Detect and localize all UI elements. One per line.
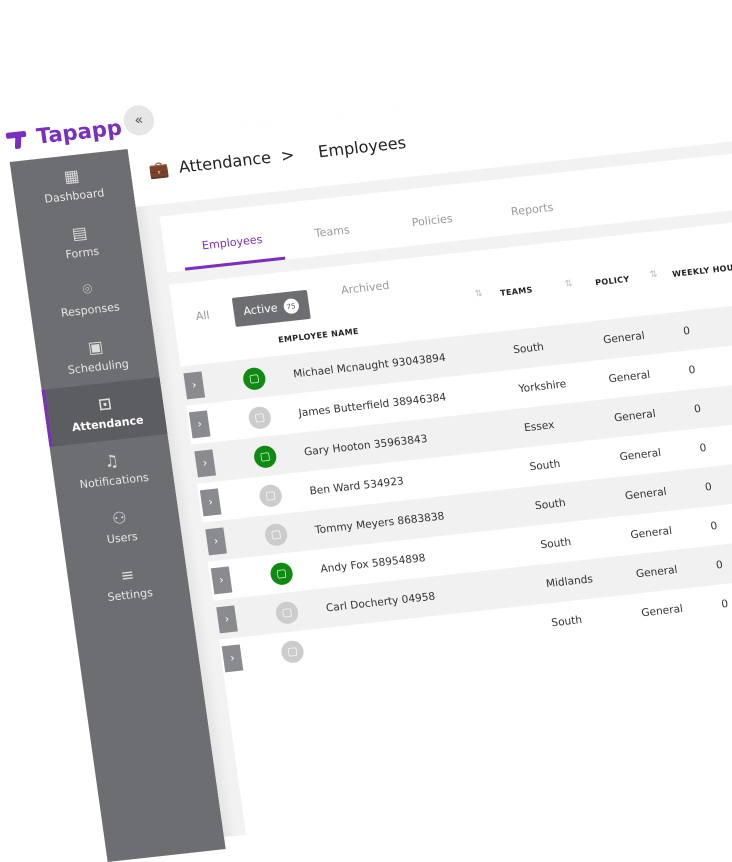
employee-name[interactable]: Andy Fox 58954898 <box>319 551 427 575</box>
sidebar-item-label: Notifications <box>78 470 150 491</box>
users-icon: ⚇ <box>110 507 128 528</box>
id-badge-icon: ▢ <box>268 561 295 586</box>
filter-active-label: Active <box>242 301 279 318</box>
briefcase-clock-icon: ⊡ <box>96 393 113 414</box>
employee-team: South <box>512 340 545 356</box>
tab-teams[interactable]: Teams <box>313 223 351 241</box>
expand-row-button[interactable]: › <box>199 487 222 516</box>
filter-all[interactable]: All <box>194 308 211 324</box>
location-pin-icon: ⌾ <box>81 278 94 300</box>
id-badge-icon: ▢ <box>252 444 278 469</box>
expand-row-button[interactable]: › <box>221 643 244 672</box>
form-icon: ▤ <box>70 222 89 243</box>
id-badge-icon: ▢ <box>279 639 305 664</box>
expand-row-button[interactable]: › <box>210 565 233 594</box>
header-policy[interactable]: POLICY <box>594 274 631 288</box>
employee-team: South <box>539 535 572 551</box>
sidebar-item-label: Scheduling <box>66 356 130 377</box>
id-badge-icon: ▢ <box>258 483 284 508</box>
employee-weekly-hours: 0 <box>720 597 729 611</box>
header-weekly-hours[interactable]: WEEKLY HOURS <box>671 261 732 279</box>
id-badge-icon: ▢ <box>247 405 273 430</box>
id-badge-icon: ▢ <box>274 600 300 625</box>
employee-policy: General <box>618 446 662 463</box>
employee-weekly-hours: 0 <box>698 441 708 455</box>
logo-mark-icon <box>5 127 34 150</box>
sort-icon[interactable]: ⇅ <box>474 288 484 300</box>
sidebar-item-label: Responses <box>60 300 121 320</box>
employee-policy: General <box>607 368 651 385</box>
sliders-icon: ≡ <box>119 564 136 585</box>
employee-policy: General <box>602 329 646 346</box>
employee-name[interactable]: Gary Hooton 35963843 <box>303 432 429 458</box>
employee-weekly-hours: 0 <box>682 324 691 338</box>
sidebar-item-label: Dashboard <box>43 185 106 206</box>
employee-name[interactable]: Carl Docherty 04958 <box>325 589 436 614</box>
employee-weekly-hours: 0 <box>704 480 713 494</box>
expand-row-button[interactable]: › <box>205 526 227 555</box>
sort-icon[interactable]: ⇅ <box>649 269 659 281</box>
tab-employees[interactable]: Employees <box>181 230 286 271</box>
brand-name: Tapapp <box>34 115 124 149</box>
employee-team: Midlands <box>545 572 594 590</box>
employee-name[interactable]: James Butterfield 38946384 <box>297 390 447 419</box>
expand-row-button[interactable]: › <box>183 370 206 399</box>
employee-weekly-hours: 0 <box>709 519 719 533</box>
employee-name[interactable]: Tommy Meyers 8683838 <box>314 509 446 536</box>
active-count-badge: 75 <box>282 297 300 315</box>
page-title: Employees <box>316 132 408 161</box>
employee-team: South <box>550 613 583 629</box>
employee-team: Yorkshire <box>517 377 567 395</box>
expand-row-button[interactable]: › <box>194 448 216 477</box>
id-badge-icon: ▢ <box>241 366 267 391</box>
sidebar-item-label: Users <box>105 529 139 546</box>
tapapp-logo[interactable]: Tapapp <box>5 115 123 152</box>
employee-team: South <box>528 457 561 473</box>
expand-row-button[interactable]: › <box>216 604 238 633</box>
app-window: Tapapp « ▦ Dashboard ▤ Forms ⌾ Responses ▣ Sche… <box>5 49 732 862</box>
tab-policies[interactable]: Policies <box>410 211 454 230</box>
employee-team: Essex <box>523 418 556 434</box>
employee-weekly-hours: 0 <box>693 402 702 416</box>
employee-weekly-hours: 0 <box>687 363 697 377</box>
sidebar-item-label: Settings <box>106 585 154 604</box>
header-employee-name[interactable]: EMPLOYEE NAME <box>277 326 360 345</box>
employee-name[interactable]: Ben Ward 534923 <box>308 474 405 497</box>
filter-archived[interactable]: Archived <box>340 278 391 298</box>
bell-icon: ♫ <box>102 450 120 471</box>
status-filters: All Active 75 Archived <box>194 278 393 331</box>
employee-policy: General <box>640 602 684 619</box>
employee-policy: General <box>624 485 668 502</box>
sidebar-item-label: Forms <box>64 244 100 261</box>
header-teams[interactable]: TEAMS <box>499 285 534 298</box>
employee-policy: General <box>635 563 679 580</box>
collapse-sidebar-button[interactable]: « <box>121 103 156 138</box>
dashboard-icon: ▦ <box>62 165 81 186</box>
main-content: 💼 Attendance > Employees Employees Teams… <box>126 49 732 845</box>
employee-policy: General <box>613 407 657 424</box>
employee-team: South <box>534 496 567 512</box>
sidebar-item-label: Attendance <box>71 412 145 434</box>
employee-policy: General <box>629 524 673 541</box>
breadcrumb-separator: > <box>279 144 296 166</box>
briefcase-clock-icon: 💼 <box>147 158 171 180</box>
sort-icon[interactable]: ⇅ <box>564 278 574 290</box>
tab-reports[interactable]: Reports <box>510 200 555 219</box>
breadcrumb-parent[interactable]: Attendance <box>177 147 273 177</box>
id-badge-icon: ▢ <box>263 522 289 547</box>
expand-row-button[interactable]: › <box>188 409 211 438</box>
employee-name[interactable]: Michael Mcnaught 93043894 <box>292 351 447 380</box>
filter-active[interactable]: Active 75 <box>231 289 311 328</box>
employee-weekly-hours: 0 <box>715 558 724 572</box>
sidebar-item-settings[interactable]: ≡ Settings <box>66 548 192 618</box>
calendar-icon: ▣ <box>86 336 105 357</box>
employee-table-card: All Active 75 Archived EMPLOYEE NAME ⇅ TE… <box>169 198 732 845</box>
